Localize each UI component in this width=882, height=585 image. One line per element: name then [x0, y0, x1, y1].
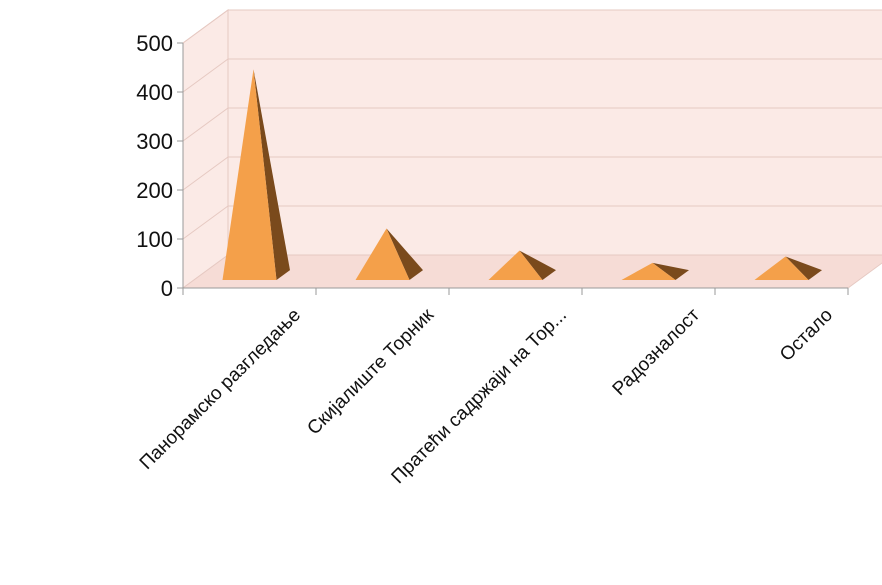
y-tick-label: 500 — [136, 31, 173, 56]
bar-front-face — [754, 256, 809, 280]
gridline — [182, 156, 882, 191]
gridline — [182, 9, 882, 44]
bar-2 — [488, 250, 556, 280]
bar-front-face — [222, 69, 277, 280]
side-wall — [182, 9, 229, 289]
x-category-label: Панорамско разгледање — [136, 305, 305, 474]
gridlines — [182, 9, 882, 240]
plot-background — [181, 9, 882, 289]
gridline — [182, 107, 882, 142]
y-tick-label: 200 — [136, 178, 173, 203]
y-tick-label: 0 — [161, 276, 173, 301]
x-category-label: Скијалиште Торник — [303, 304, 438, 439]
back-wall — [227, 9, 882, 256]
gridline — [182, 58, 882, 93]
bar-side-face — [386, 228, 423, 280]
axes — [177, 42, 849, 295]
bar-4 — [754, 256, 822, 280]
bar-front-face — [355, 228, 410, 280]
bar-side-face — [785, 256, 822, 280]
bar-0 — [222, 69, 290, 280]
bar-3 — [621, 262, 689, 280]
bar-side-face — [652, 262, 689, 280]
bar-side-face — [519, 250, 556, 280]
y-tick-label: 300 — [136, 129, 173, 154]
x-category-label: Радозналост — [609, 304, 705, 400]
bar-side-face — [253, 69, 290, 280]
y-tick-labels: 0 100 200 300 400 500 — [136, 31, 173, 301]
gridline — [182, 205, 882, 240]
bars — [222, 69, 822, 280]
bar-front-face — [621, 262, 676, 280]
y-tick-label: 400 — [136, 80, 173, 105]
bar-1 — [355, 228, 423, 280]
bar-front-face — [488, 250, 543, 280]
x-category-label: Остало — [776, 305, 837, 366]
y-tick-label: 100 — [136, 227, 173, 252]
